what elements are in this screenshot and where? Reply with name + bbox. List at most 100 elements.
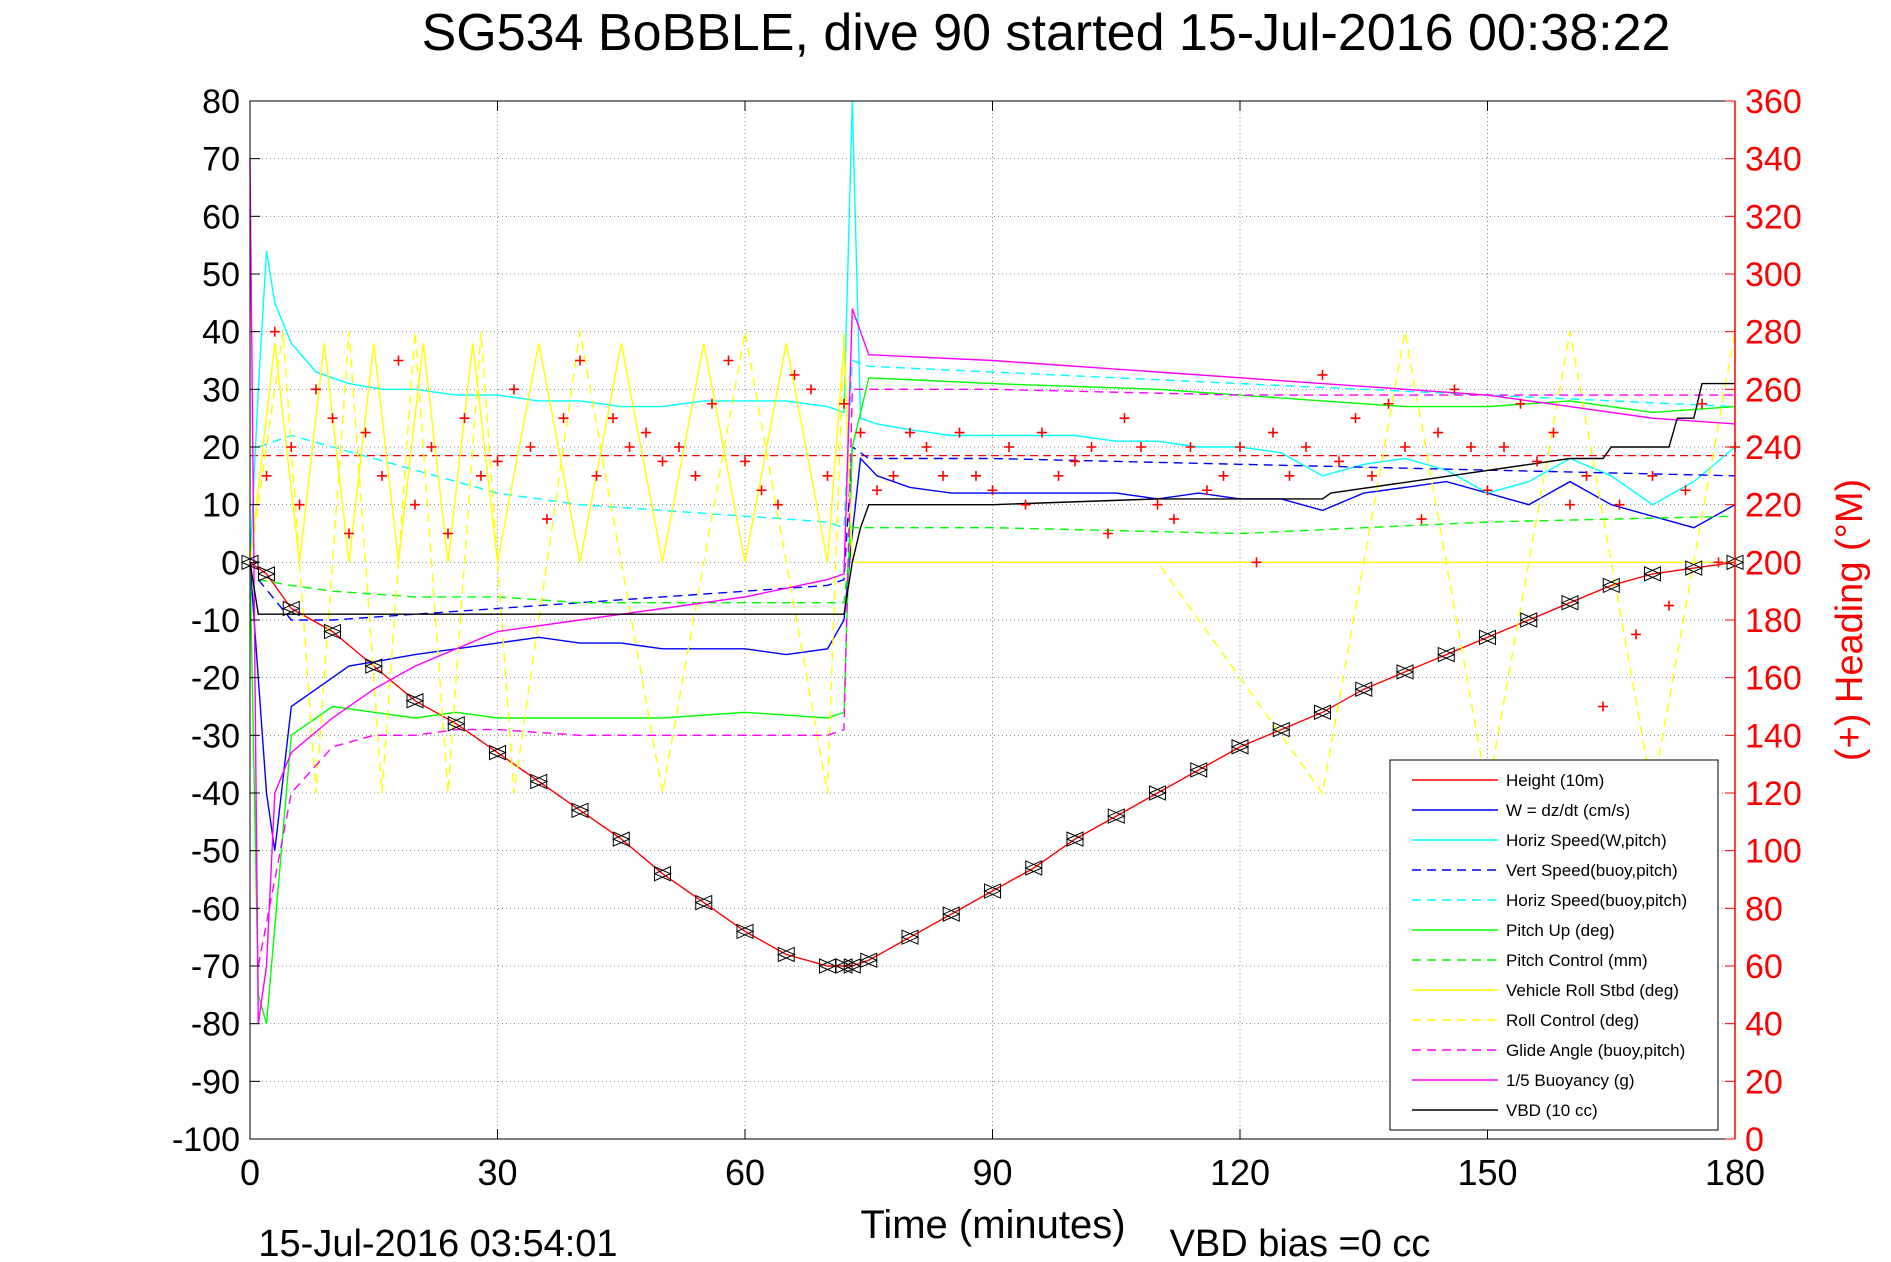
heading-point xyxy=(1334,456,1344,467)
heading-point xyxy=(575,355,585,366)
legend-label: VBD (10 cc) xyxy=(1506,1101,1598,1120)
height-marker xyxy=(1148,785,1166,801)
series-line-9 xyxy=(257,388,1735,967)
heading-point xyxy=(525,442,536,452)
legend-label: Roll Control (deg) xyxy=(1506,1011,1639,1030)
y2-tick-label: 280 xyxy=(1745,314,1802,352)
heading-point xyxy=(311,384,321,395)
height-marker xyxy=(1478,629,1496,646)
heading-point xyxy=(1532,456,1542,467)
legend-label: Vehicle Roll Stbd (deg) xyxy=(1506,981,1679,1000)
y-tick-label: -30 xyxy=(191,717,240,755)
height-marker xyxy=(1560,594,1579,611)
legend: Height (10m) W = dz/dt (cm/s) Horiz Speed(… xyxy=(1389,759,1719,1131)
height-marker xyxy=(570,802,589,819)
series-line-11 xyxy=(249,382,1735,615)
heading-point xyxy=(1449,384,1460,395)
axes-layer: 0 30 60 90 120 150 18080706050403020100-10-20-… xyxy=(172,83,1802,1193)
y2-axis-label: (+) Heading (°M) xyxy=(1829,479,1871,761)
y-tick-label: 50 xyxy=(202,256,240,294)
height-marker xyxy=(364,658,383,674)
height-marker xyxy=(942,906,960,922)
heading-point xyxy=(674,442,684,452)
legend-label: Horiz Speed(W,pitch) xyxy=(1506,831,1667,850)
heading-point xyxy=(426,442,437,452)
y2-tick-label: 120 xyxy=(1745,775,1802,813)
heading-point xyxy=(1416,514,1427,525)
x-tick-label: 30 xyxy=(477,1152,517,1193)
legend-label: Glide Angle (buoy,pitch) xyxy=(1506,1041,1685,1060)
heading-point xyxy=(591,470,602,481)
height-marker xyxy=(1230,739,1249,755)
heading-point xyxy=(1367,470,1377,481)
y-tick-label: -50 xyxy=(191,833,240,871)
height-marker xyxy=(257,566,275,582)
height-marker xyxy=(1107,808,1125,824)
heading-point xyxy=(641,427,651,438)
y-tick-label: -100 xyxy=(172,1121,240,1159)
y2-tick-label: 220 xyxy=(1745,487,1802,525)
height-marker xyxy=(1313,704,1331,721)
y-tick-label: 20 xyxy=(202,429,240,467)
height-marker xyxy=(612,831,630,847)
height-marker xyxy=(1519,612,1538,628)
heading-point xyxy=(1004,442,1014,452)
height-marker xyxy=(983,883,1001,899)
legend-label: Pitch Up (deg) xyxy=(1506,921,1615,940)
heading-point xyxy=(888,470,899,481)
heading-point xyxy=(1350,413,1361,424)
heading-point xyxy=(286,442,297,452)
y-tick-label: -20 xyxy=(191,660,240,698)
heading-point xyxy=(1614,499,1625,510)
heading-point xyxy=(1268,427,1278,438)
y-tick-label: 30 xyxy=(202,371,240,409)
height-marker xyxy=(447,716,465,732)
x-tick-label: 150 xyxy=(1457,1152,1517,1193)
x-tick-label: 0 xyxy=(240,1152,260,1193)
heading-point xyxy=(1152,499,1163,510)
heading-point xyxy=(723,355,734,366)
y2-tick-label: 180 xyxy=(1745,602,1802,640)
heading-point xyxy=(1284,470,1295,481)
x-tick-label: 60 xyxy=(725,1152,765,1193)
height-marker xyxy=(1643,566,1661,582)
series-layer xyxy=(240,100,1745,1024)
height-marker xyxy=(323,623,341,640)
height-marker xyxy=(1437,646,1455,663)
heading-point xyxy=(1499,442,1509,452)
heading-point xyxy=(1169,514,1179,525)
heading-point xyxy=(476,470,486,481)
legend-label: Horiz Speed(buoy,pitch) xyxy=(1506,891,1687,910)
heading-point xyxy=(657,456,668,467)
x-tick-label: 120 xyxy=(1210,1152,1270,1193)
height-marker xyxy=(1065,831,1084,847)
y-tick-label: 60 xyxy=(202,198,240,236)
height-marker xyxy=(735,923,754,940)
heading-point xyxy=(1548,427,1559,438)
heading-point xyxy=(1466,442,1476,452)
heading-point xyxy=(1482,485,1493,496)
heading-point xyxy=(1119,413,1130,424)
y2-tick-label: 0 xyxy=(1745,1121,1764,1159)
heading-point xyxy=(822,470,833,481)
heading-point xyxy=(1020,499,1031,510)
y-tick-label: -80 xyxy=(191,1006,240,1044)
heading-point xyxy=(1680,485,1691,496)
y2-tick-label: 200 xyxy=(1745,544,1802,582)
y2-tick-label: 40 xyxy=(1745,1006,1783,1044)
y-tick-label: 70 xyxy=(202,141,240,179)
heading-point xyxy=(1713,557,1724,568)
heading-point xyxy=(954,427,965,438)
legend-label: 1/5 Buoyancy (g) xyxy=(1506,1071,1635,1090)
y-tick-label: -40 xyxy=(191,775,240,813)
series-line-8 xyxy=(249,331,1736,795)
heading-point xyxy=(971,470,981,481)
series-line-4 xyxy=(258,359,1736,529)
series-line-6 xyxy=(258,515,1736,604)
heading-point xyxy=(1136,442,1146,452)
heading-point xyxy=(410,499,420,510)
heading-point xyxy=(921,442,932,452)
height-marker xyxy=(1189,762,1208,778)
height-marker xyxy=(900,929,919,945)
footer-timestamp: 15-Jul-2016 03:54:01 xyxy=(258,1223,617,1262)
